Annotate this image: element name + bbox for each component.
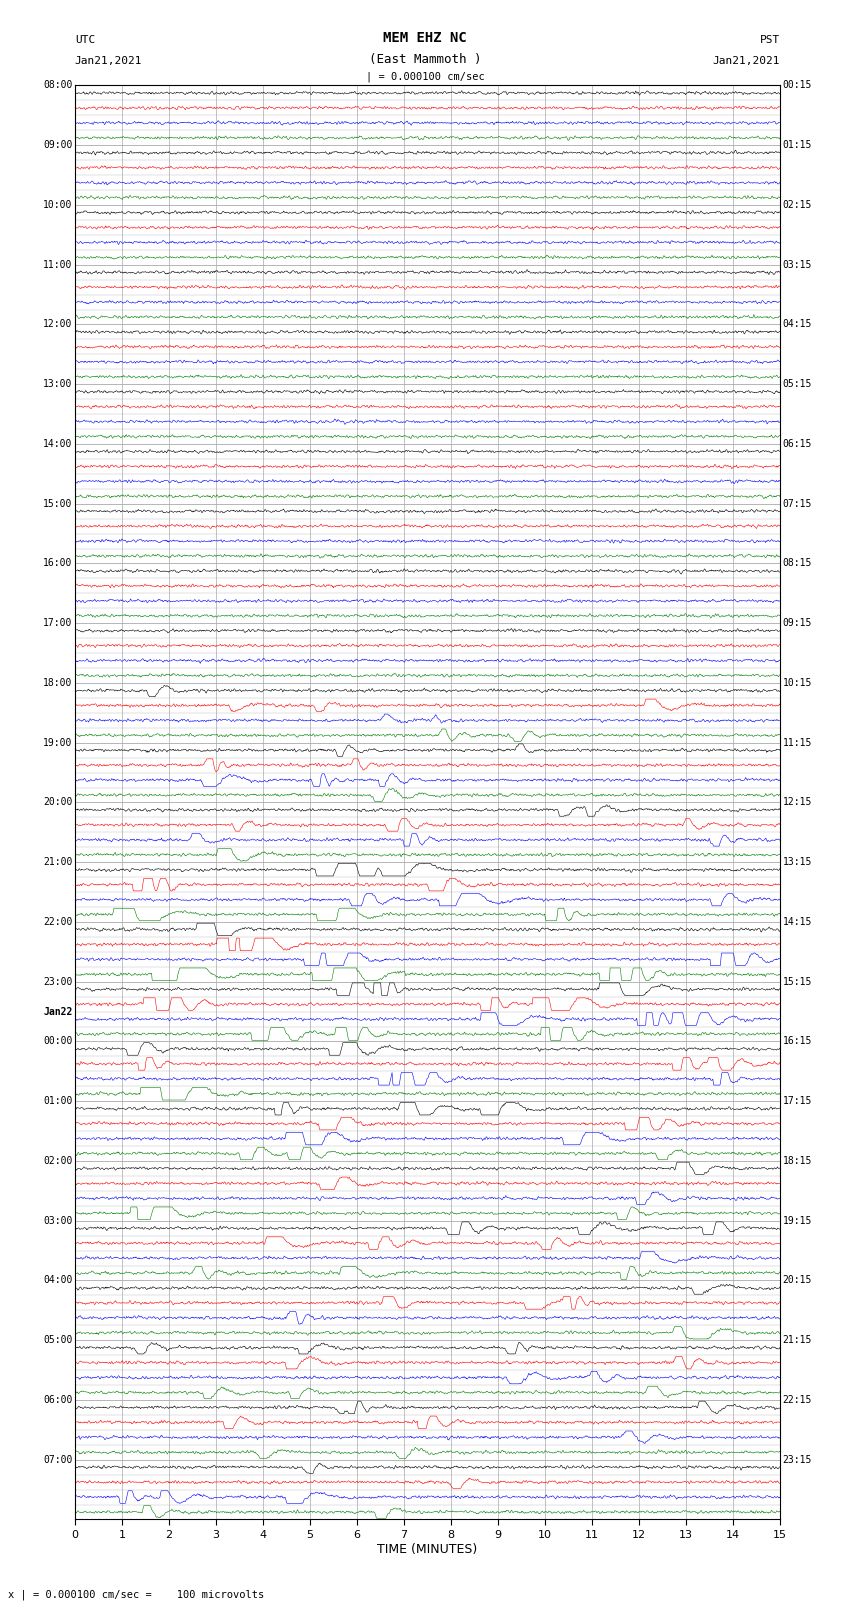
Text: 17:00: 17:00 [43, 618, 73, 627]
Text: 08:15: 08:15 [782, 558, 812, 568]
Text: 13:15: 13:15 [782, 857, 812, 868]
Text: 23:00: 23:00 [43, 977, 73, 987]
Text: 23:15: 23:15 [782, 1455, 812, 1465]
Text: 04:15: 04:15 [782, 319, 812, 329]
X-axis label: TIME (MINUTES): TIME (MINUTES) [377, 1542, 478, 1555]
Text: 18:00: 18:00 [43, 677, 73, 689]
Text: 05:15: 05:15 [782, 379, 812, 389]
Text: 01:15: 01:15 [782, 140, 812, 150]
Text: 11:00: 11:00 [43, 260, 73, 269]
Text: 16:00: 16:00 [43, 558, 73, 568]
Text: 10:15: 10:15 [782, 677, 812, 689]
Text: 10:00: 10:00 [43, 200, 73, 210]
Text: Jan21,2021: Jan21,2021 [75, 56, 142, 66]
Text: 04:00: 04:00 [43, 1276, 73, 1286]
Text: UTC: UTC [75, 35, 95, 45]
Text: 03:00: 03:00 [43, 1216, 73, 1226]
Text: 14:15: 14:15 [782, 916, 812, 927]
Text: 11:15: 11:15 [782, 737, 812, 748]
Text: 19:00: 19:00 [43, 737, 73, 748]
Text: 12:15: 12:15 [782, 797, 812, 808]
Text: 09:00: 09:00 [43, 140, 73, 150]
Text: 03:15: 03:15 [782, 260, 812, 269]
Text: 00:00: 00:00 [43, 1037, 73, 1047]
Text: 20:15: 20:15 [782, 1276, 812, 1286]
Text: 19:15: 19:15 [782, 1216, 812, 1226]
Text: | = 0.000100 cm/sec: | = 0.000100 cm/sec [366, 71, 484, 82]
Text: 22:00: 22:00 [43, 916, 73, 927]
Text: 02:00: 02:00 [43, 1157, 73, 1166]
Text: 06:15: 06:15 [782, 439, 812, 448]
Text: x | = 0.000100 cm/sec =    100 microvolts: x | = 0.000100 cm/sec = 100 microvolts [8, 1589, 264, 1600]
Text: Jan21,2021: Jan21,2021 [713, 56, 780, 66]
Text: 09:15: 09:15 [782, 618, 812, 627]
Text: MEM EHZ NC: MEM EHZ NC [383, 31, 467, 45]
Text: 05:00: 05:00 [43, 1336, 73, 1345]
Text: 18:15: 18:15 [782, 1157, 812, 1166]
Text: (East Mammoth ): (East Mammoth ) [369, 53, 481, 66]
Text: 12:00: 12:00 [43, 319, 73, 329]
Text: 21:15: 21:15 [782, 1336, 812, 1345]
Text: 16:15: 16:15 [782, 1037, 812, 1047]
Text: 15:15: 15:15 [782, 977, 812, 987]
Text: 02:15: 02:15 [782, 200, 812, 210]
Text: 01:00: 01:00 [43, 1097, 73, 1107]
Text: 06:00: 06:00 [43, 1395, 73, 1405]
Text: Jan22: Jan22 [43, 1007, 73, 1016]
Text: PST: PST [760, 35, 780, 45]
Text: 08:00: 08:00 [43, 81, 73, 90]
Text: 14:00: 14:00 [43, 439, 73, 448]
Text: 07:15: 07:15 [782, 498, 812, 508]
Text: 20:00: 20:00 [43, 797, 73, 808]
Text: 13:00: 13:00 [43, 379, 73, 389]
Text: 21:00: 21:00 [43, 857, 73, 868]
Text: 22:15: 22:15 [782, 1395, 812, 1405]
Text: 00:15: 00:15 [782, 81, 812, 90]
Text: 07:00: 07:00 [43, 1455, 73, 1465]
Text: 17:15: 17:15 [782, 1097, 812, 1107]
Text: 15:00: 15:00 [43, 498, 73, 508]
